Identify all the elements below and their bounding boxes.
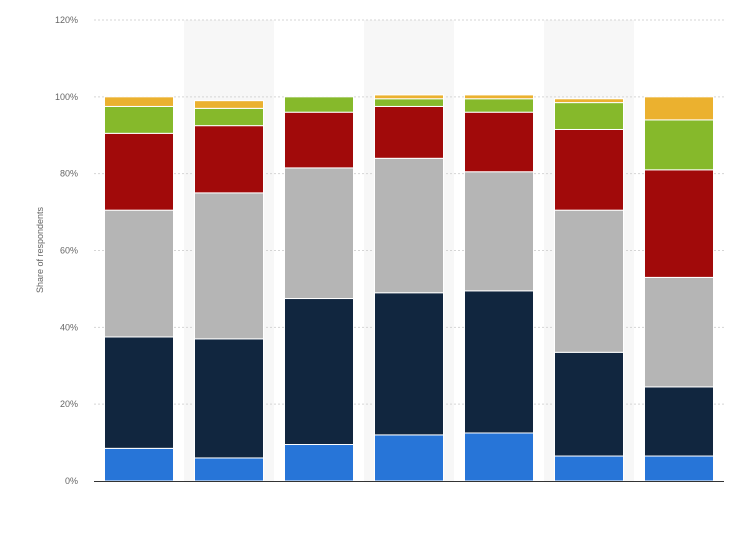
bar-segment-series-3 <box>284 167 354 300</box>
bar-segment-series-5 <box>284 96 354 113</box>
bar-segment-series-3 <box>644 276 714 388</box>
bar-segment-series-1 <box>644 455 714 482</box>
bar-segment-series-4 <box>644 169 714 278</box>
bar-segment-series-1 <box>374 434 444 482</box>
y-tick-label: 100% <box>55 92 78 102</box>
bar-segment-series-1 <box>104 447 174 482</box>
bars <box>104 94 714 482</box>
bar-segment-series-4 <box>284 111 354 169</box>
bar-segment-series-5 <box>644 119 714 171</box>
bar-segment-series-1 <box>284 444 354 482</box>
bar-segment-series-4 <box>554 128 624 211</box>
bar-segment-series-6 <box>644 96 714 121</box>
bar-segment-series-2 <box>194 338 264 459</box>
bar-segment-series-6 <box>104 96 174 107</box>
bar-segment-series-2 <box>104 336 174 449</box>
bar-segment-series-3 <box>464 171 534 292</box>
bar-segment-series-5 <box>194 107 264 127</box>
bar-segment-series-4 <box>194 125 264 194</box>
y-axis-ticks: 0% 20% 40% 60% 80% 100% 120% <box>55 15 78 486</box>
bar-segment-series-2 <box>464 290 534 434</box>
bar-segment-series-5 <box>374 98 444 107</box>
bar-segment-series-6 <box>464 94 534 100</box>
y-axis-label: Share of respondents <box>35 206 45 293</box>
bar-segment-series-5 <box>464 98 534 113</box>
y-tick-label: 20% <box>60 399 78 409</box>
y-tick-label: 0% <box>65 476 78 486</box>
bar-segment-series-5 <box>554 102 624 130</box>
y-tick-label: 120% <box>55 15 78 25</box>
bar-segment-series-2 <box>644 386 714 457</box>
bar-segment-series-2 <box>374 292 444 436</box>
bar-segment-series-1 <box>194 457 264 482</box>
bar-segment-series-3 <box>554 209 624 353</box>
bar-segment-series-6 <box>374 94 444 100</box>
y-tick-label: 60% <box>60 246 78 256</box>
bar-segment-series-6 <box>194 100 264 109</box>
bar-segment-series-5 <box>104 105 174 134</box>
y-tick-label: 80% <box>60 169 78 179</box>
bar-segment-series-4 <box>374 105 444 159</box>
y-tick-label: 40% <box>60 322 78 332</box>
bar-segment-series-4 <box>464 111 534 173</box>
bar-segment-series-1 <box>464 432 534 482</box>
bar-segment-series-4 <box>104 132 174 211</box>
bar-segment-series-3 <box>104 209 174 338</box>
bar-segment-series-2 <box>554 351 624 457</box>
bar-segment-series-1 <box>554 455 624 482</box>
bar-segment-series-3 <box>194 192 264 340</box>
bar-segment-series-6 <box>554 98 624 104</box>
bar-segment-series-3 <box>374 157 444 294</box>
bar-segment-series-2 <box>284 298 354 446</box>
